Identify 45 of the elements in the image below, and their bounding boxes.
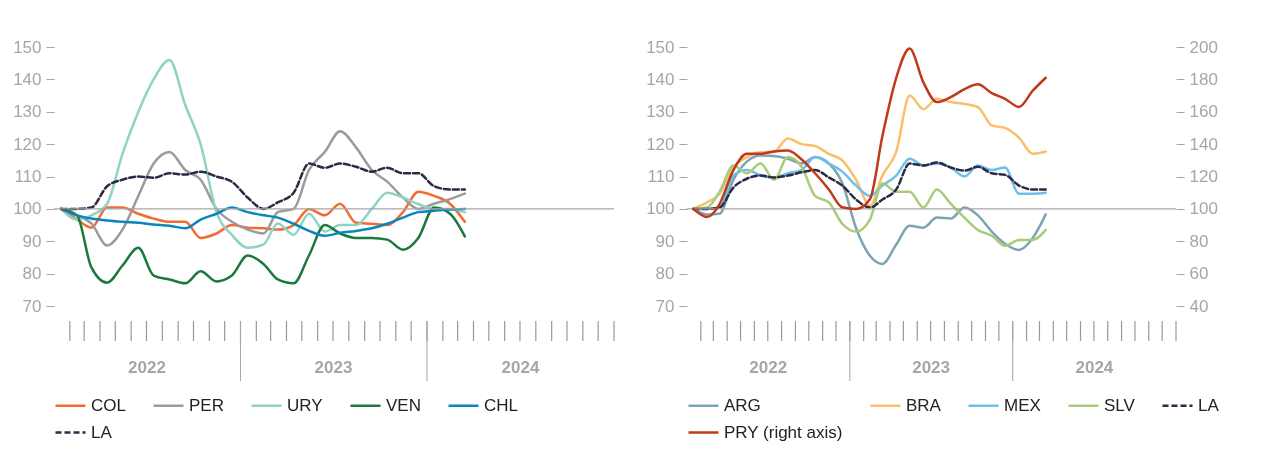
legend-label: COL [91, 395, 126, 415]
y-tick-label: 100 [646, 199, 675, 219]
y-tick-label: 80 [22, 264, 42, 284]
y2-tick-label: 120 [1189, 167, 1218, 186]
y-tick-label: 120 [646, 134, 675, 154]
legend-label: SLV [1104, 395, 1136, 415]
legend-label: LA [1198, 395, 1220, 415]
legend-label: BRA [906, 395, 942, 415]
legend-label: PER [189, 395, 224, 415]
y-tick-label: 140 [646, 69, 675, 89]
y-tick-label: 150 [646, 37, 675, 57]
x-tick-label: 2023 [314, 357, 353, 377]
y-tick-label: 110 [14, 167, 42, 186]
y-tick-label: 90 [655, 231, 675, 251]
y2-tick-label: 160 [1189, 102, 1218, 122]
x-tick-label: 2024 [1075, 357, 1114, 377]
x-tick-label: 2022 [128, 357, 166, 377]
legend-label: URY [287, 395, 323, 415]
y-tick-label: 130 [13, 102, 42, 122]
y2-tick-label: 80 [1189, 231, 1209, 251]
legend-label: MEX [1004, 395, 1041, 415]
y-tick-label: 130 [646, 102, 675, 122]
y2-tick-label: 60 [1189, 264, 1209, 284]
legend-label: LA [91, 422, 113, 442]
x-tick-label: 2024 [501, 357, 540, 377]
y-tick-label: 120 [13, 134, 42, 154]
y-tick-label: 70 [655, 296, 675, 316]
y-tick-label: 140 [13, 69, 42, 89]
x-tick-label: 2022 [749, 357, 788, 377]
legend-label: CHL [484, 395, 519, 415]
y-tick-label: 110 [647, 167, 675, 186]
y2-tick-label: 40 [1189, 296, 1209, 316]
legend-label: VEN [386, 395, 421, 415]
y2-tick-label: 100 [1189, 199, 1218, 219]
y-tick-label: 100 [13, 199, 42, 219]
y2-tick-label: 180 [1189, 69, 1218, 89]
y-tick-label: 150 [13, 37, 42, 57]
y2-tick-label: 140 [1189, 134, 1218, 154]
legend-label: PRY (right axis) [724, 422, 843, 442]
x-tick-label: 2023 [912, 357, 951, 377]
legend-label: ARG [724, 395, 761, 415]
y-tick-label: 70 [22, 296, 42, 316]
y-tick-label: 90 [22, 231, 42, 251]
y-tick-label: 80 [655, 264, 675, 284]
y2-tick-label: 200 [1189, 37, 1218, 57]
